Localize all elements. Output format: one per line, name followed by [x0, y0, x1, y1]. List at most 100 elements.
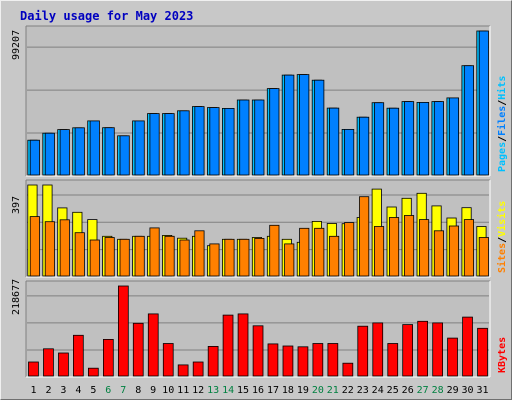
- bar-sites-day-5: [89, 239, 100, 277]
- panel-kbytes-max-label: 218677: [11, 279, 22, 315]
- x-tick-day-7: 7: [120, 385, 126, 396]
- bar-kbytes-day-1: [28, 361, 39, 377]
- bar-sites-day-8: [134, 235, 145, 277]
- x-tick-day-30: 30: [461, 385, 473, 396]
- bar-sites-day-9: [149, 227, 160, 277]
- bar-kbytes-day-27: [417, 320, 429, 377]
- bar-kbytes-day-6: [103, 338, 114, 377]
- x-tick-day-9: 9: [150, 385, 156, 396]
- bar-kbytes-day-15: [237, 313, 249, 377]
- x-tick-day-15: 15: [237, 385, 249, 396]
- x-tick-day-6: 6: [105, 385, 111, 396]
- bar-kbytes-day-7: [118, 285, 129, 377]
- x-axis-labels: 1 2 3 4 5 6 7 8 9 10 11 12 13 14 15 16 17 18 19 20 21 22 23 24 2…: [30, 385, 488, 396]
- bar-sites-day-26: [403, 215, 415, 277]
- bar-sites-day-15: [239, 238, 250, 277]
- bar-kbytes-day-22: [342, 362, 354, 377]
- bar-sites-day-18: [284, 243, 295, 277]
- legend-separator: /: [497, 136, 508, 142]
- x-tick-day-29: 29: [447, 385, 459, 396]
- bar-kbytes-day-3: [58, 352, 69, 377]
- bar-kbytes-day-4: [73, 334, 84, 377]
- bar-kbytes-day-10: [162, 343, 174, 377]
- bar-sites-day-31: [478, 237, 489, 277]
- bar-files-day-12: [194, 106, 205, 176]
- bar-sites-day-6: [104, 237, 115, 277]
- bar-sites-day-22: [344, 222, 355, 277]
- bar-kbytes-day-30: [462, 316, 473, 377]
- bar-sites-day-25: [388, 217, 400, 277]
- legend-hits: Hits: [496, 76, 508, 100]
- bar-files-day-15: [239, 99, 250, 176]
- x-tick-day-17: 17: [267, 385, 279, 396]
- legend-separator: /: [497, 237, 508, 243]
- legend-pages: Pages: [497, 142, 508, 172]
- bar-kbytes-day-14: [222, 314, 234, 377]
- bar-kbytes-day-9: [147, 313, 159, 377]
- x-tick-day-28: 28: [432, 385, 444, 396]
- bar-sites-day-17: [269, 224, 280, 277]
- legend-sites: Sites: [496, 243, 508, 273]
- bar-kbytes-day-19: [297, 346, 309, 377]
- bar-sites-day-4: [74, 232, 85, 277]
- x-tick-day-24: 24: [372, 385, 384, 396]
- bar-kbytes-day-8: [132, 322, 144, 377]
- bar-kbytes-day-5: [88, 367, 99, 377]
- x-tick-day-10: 10: [162, 385, 174, 396]
- bar-kbytes-day-13: [207, 345, 219, 377]
- x-tick-day-19: 19: [297, 385, 309, 396]
- x-tick-day-26: 26: [402, 385, 414, 396]
- x-tick-day-20: 20: [312, 385, 324, 396]
- bar-sites-day-16: [254, 237, 265, 277]
- bar-files-day-13: [209, 107, 220, 176]
- bar-files-day-3: [59, 129, 70, 176]
- bar-kbytes-day-21: [327, 343, 339, 377]
- bar-sites-day-11: [179, 239, 190, 277]
- x-tick-day-22: 22: [342, 385, 354, 396]
- x-tick-day-8: 8: [135, 385, 141, 396]
- bar-files-day-10: [164, 113, 175, 176]
- bar-sites-day-21: [329, 235, 340, 277]
- legend-separator: /: [497, 100, 508, 106]
- x-tick-day-12: 12: [192, 385, 204, 396]
- bar-files-day-9: [149, 113, 160, 176]
- bar-kbytes-day-12: [192, 361, 204, 377]
- x-tick-day-31: 31: [476, 385, 488, 396]
- bar-files-day-11: [179, 110, 190, 176]
- panel-visits-legend: Sites/Visits: [496, 201, 508, 273]
- bar-files-day-25: [388, 107, 400, 176]
- bar-sites-day-20: [314, 227, 325, 277]
- x-tick-day-4: 4: [75, 385, 81, 396]
- bar-files-day-4: [74, 127, 85, 176]
- bar-kbytes-day-25: [387, 343, 399, 377]
- bar-kbytes-day-31: [477, 327, 488, 377]
- bar-kbytes-day-29: [447, 337, 458, 377]
- bar-files-day-6: [104, 127, 115, 176]
- bar-sites-day-13: [209, 243, 220, 277]
- bar-files-day-22: [344, 128, 355, 176]
- x-tick-day-23: 23: [357, 385, 369, 396]
- bar-files-day-21: [329, 107, 340, 176]
- bar-sites-day-1: [29, 216, 40, 277]
- bar-kbytes-day-20: [312, 343, 324, 377]
- bar-files-day-16: [254, 99, 265, 176]
- panel-visits: 397 Sites/Visits: [11, 179, 508, 278]
- bar-sites-day-7: [119, 238, 130, 277]
- bar-files-day-20: [314, 79, 325, 176]
- chart-panels: 99207Pages/Files/Hits397Sites/Visits2186…: [11, 25, 508, 378]
- bar-files-day-7: [119, 135, 130, 176]
- bar-files-day-30: [463, 65, 474, 176]
- bar-kbytes-day-17: [267, 343, 279, 377]
- x-tick-day-16: 16: [252, 385, 264, 396]
- x-tick-day-25: 25: [387, 385, 399, 396]
- bar-files-day-26: [403, 101, 415, 176]
- bar-sites-day-10: [164, 235, 175, 277]
- bar-sites-day-14: [224, 238, 235, 277]
- panel-kbytes-legend: KBytes: [497, 337, 508, 373]
- bar-files-day-28: [433, 101, 444, 176]
- bar-files-day-1: [29, 139, 40, 176]
- bar-files-day-5: [89, 120, 100, 176]
- bar-files-day-24: [373, 102, 385, 176]
